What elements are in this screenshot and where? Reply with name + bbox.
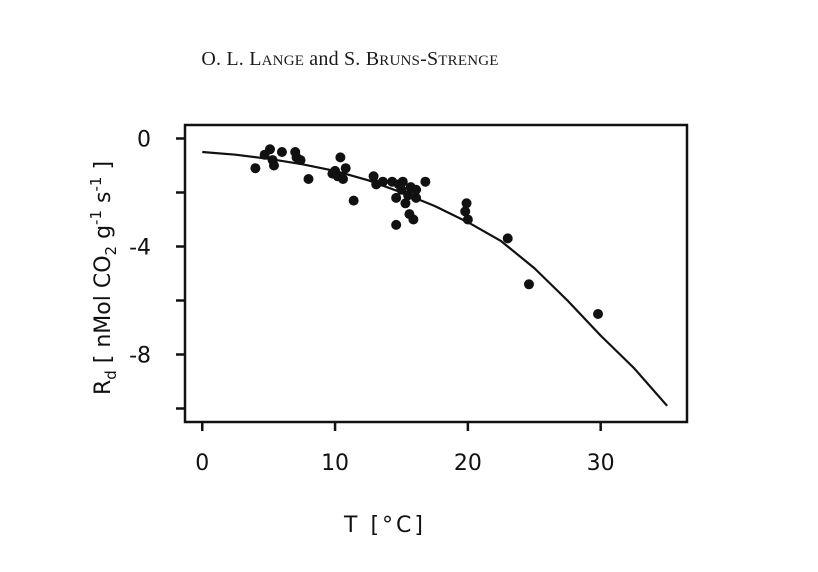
y-tick-label--8: -8 (129, 344, 151, 369)
data-point-35 (460, 206, 471, 217)
data-point-21 (391, 192, 402, 203)
y-title-mid: [ nMol CO (91, 255, 116, 370)
y-title-sup-1a: -1 (87, 210, 105, 225)
author-2-rest1: runs (379, 53, 421, 69)
author-2-cap2: S (426, 48, 439, 70)
data-point-38 (523, 279, 534, 290)
paper-header: O. L. Lange and S. Bruns-Strenge (0, 48, 700, 71)
y-title-sub-d: d (102, 370, 120, 380)
data-point-19 (377, 176, 388, 187)
data-point-30 (408, 214, 419, 225)
y-title-sup-1b: -1 (87, 177, 105, 192)
y-title-sub-2: 2 (102, 246, 120, 256)
data-point-5 (276, 147, 287, 157)
fit-curve-layer (202, 150, 668, 407)
data-point-34 (461, 198, 472, 209)
data-point-14 (338, 174, 349, 184)
author-1-initials: O. L. (201, 48, 250, 70)
y-tick-label-0: 0 (137, 128, 151, 153)
data-point-25 (397, 176, 408, 187)
author-2-cap1: B (365, 48, 380, 70)
author-1-rest: ange (261, 53, 305, 69)
author-joiner: and S. (304, 48, 366, 70)
data-point-2 (264, 144, 275, 155)
y-axis-title: Rd [ nMol CO2 g-1 s-1 ] (87, 161, 120, 395)
data-point-16 (348, 195, 359, 206)
x-tick-label-20: 20 (454, 451, 482, 476)
y-title-end: ] (91, 161, 116, 177)
data-point-27 (403, 190, 414, 201)
plot-frame (183, 123, 689, 424)
fit-curve (202, 150, 668, 407)
x-tick-label-30: 30 (587, 451, 615, 476)
y-title-g: g (91, 225, 116, 246)
data-point-36 (462, 214, 473, 225)
data-point-9 (303, 174, 314, 184)
data-point-33 (420, 176, 431, 187)
y-title-s: s (91, 192, 116, 210)
x-tick-label-10: 10 (321, 451, 349, 476)
data-point-4 (268, 160, 279, 171)
y-tick-label--4: -4 (129, 236, 151, 261)
x-axis-title: T [°C] (343, 513, 426, 538)
data-points-layer (250, 144, 604, 319)
data-point-13 (335, 152, 346, 163)
data-point-39 (593, 309, 604, 319)
data-point-32 (411, 184, 422, 195)
author-2-rest2: trenge (438, 53, 499, 69)
x-tick-label-0: 0 (195, 451, 209, 476)
data-point-17 (368, 171, 379, 182)
data-point-24 (396, 184, 407, 195)
data-point-31 (411, 192, 422, 203)
chart-frame-layer (183, 123, 689, 424)
y-title-r: R (91, 380, 116, 395)
data-point-26 (400, 198, 411, 209)
data-point-22 (391, 219, 402, 230)
author-2-dash: - (420, 48, 427, 70)
author-1-cap: L (249, 48, 262, 70)
data-point-15 (340, 163, 351, 174)
tick-layer: 0 10 20 30 0 -4 -8 (129, 128, 615, 477)
data-point-0 (250, 163, 261, 174)
data-point-37 (502, 233, 513, 244)
data-point-8 (295, 155, 306, 166)
